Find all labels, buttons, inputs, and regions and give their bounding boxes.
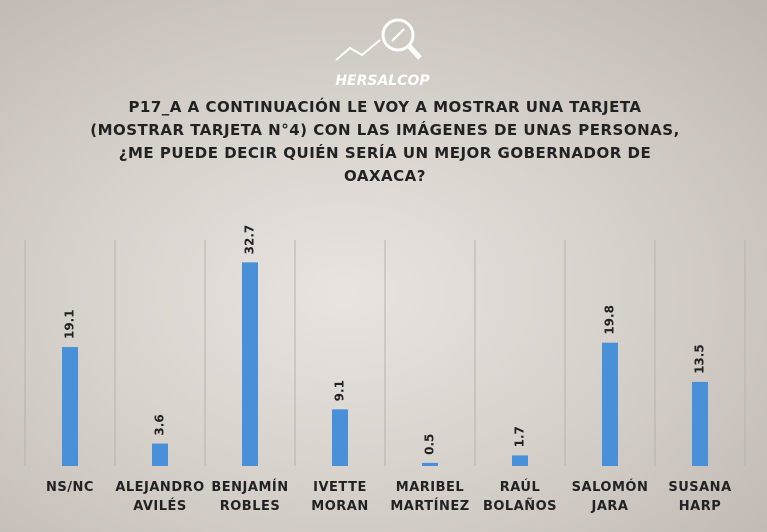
value-label: 32.7	[243, 225, 257, 255]
value-label: 19.1	[63, 309, 77, 339]
x-tick-label: IVETTE MORAN	[311, 480, 369, 514]
x-tick-label: BENJAMÍN ROBLES	[211, 480, 289, 514]
x-tick-label: RAÚL BOLAÑOS	[482, 480, 558, 514]
chart-title: P17_A A CONTINUACIÓN LE VOY A MOSTRAR UN…	[90, 98, 680, 185]
x-tick-label: ALEJANDRO AVILÉS	[115, 480, 205, 514]
value-label: 13.5	[693, 344, 707, 374]
logo-icon	[335, 18, 422, 61]
x-tick-label: SUSANA HARP	[668, 480, 732, 514]
value-label: 9.1	[333, 380, 347, 401]
value-label: 0.5	[423, 434, 437, 455]
bar	[332, 409, 348, 466]
bar	[512, 455, 528, 466]
x-tick-label: SALOMÓN JARA	[571, 480, 649, 514]
logo-text: HERSALCOP	[335, 73, 430, 89]
bar	[152, 443, 168, 466]
bar	[242, 262, 258, 466]
value-label: 19.8	[603, 305, 617, 335]
value-label: 1.7	[513, 426, 527, 447]
bar	[692, 381, 708, 466]
x-tick-label: NS/NC	[46, 480, 94, 495]
value-label: 3.6	[153, 414, 167, 435]
bar	[62, 347, 78, 466]
bar	[422, 462, 438, 466]
x-tick-label: MARIBEL MARTÍNEZ	[390, 480, 470, 514]
bar	[602, 342, 618, 466]
